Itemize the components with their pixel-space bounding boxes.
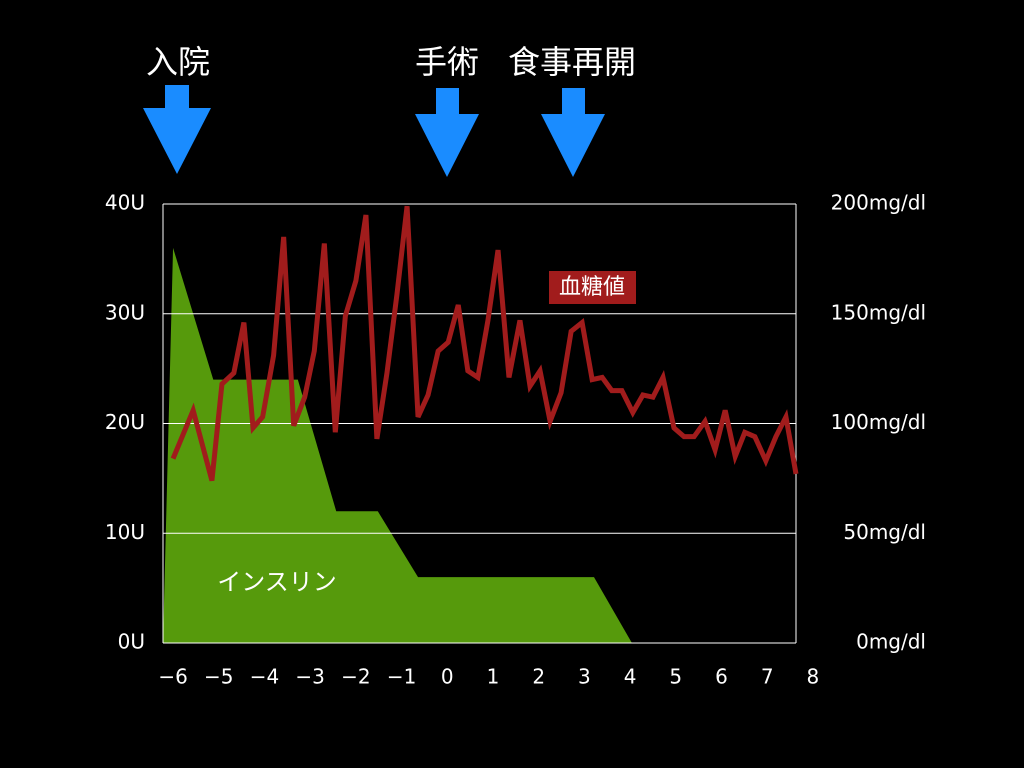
line <box>170 205 799 482</box>
arrow <box>541 88 605 177</box>
x-tick-label: −4 <box>250 665 279 689</box>
x-tick-label: −5 <box>204 665 233 689</box>
series-label: インスリン <box>217 568 337 596</box>
y2-tick-label: 150mg/dl <box>831 300 926 324</box>
y-tick-label: 40U <box>105 191 145 215</box>
x-tick-label: 0 <box>441 665 454 689</box>
y2-tick-label: 100mg/dl <box>831 410 926 434</box>
x-tick-label: 4 <box>624 665 637 689</box>
y-tick-label: 20U <box>105 410 145 434</box>
y-tick-label: 10U <box>105 520 145 544</box>
label-box <box>549 271 636 304</box>
x-tick-label: 2 <box>532 665 545 689</box>
x-tick-label: 5 <box>669 665 682 689</box>
x-tick-label: 8 <box>807 665 820 689</box>
x-tick-label: 6 <box>715 665 728 689</box>
annotation: 入院 <box>146 43 210 81</box>
x-tick-label: 1 <box>487 665 500 689</box>
y-tick-label: 0U <box>118 630 145 654</box>
annotation: 食事再開 <box>508 43 636 81</box>
x-tick-label: −2 <box>341 665 370 689</box>
series-label: 血糖値 <box>559 275 625 300</box>
x-tick-label: 7 <box>761 665 774 689</box>
y-tick-label: 30U <box>105 300 145 324</box>
annotation: 手術 <box>415 43 479 81</box>
x-tick-label: −3 <box>295 665 324 689</box>
x-tick-label: −6 <box>158 665 187 689</box>
arrow <box>415 88 479 177</box>
y2-tick-label: 50mg/dl <box>843 520 926 544</box>
x-tick-label: −1 <box>387 665 416 689</box>
x-tick-label: 3 <box>578 665 591 689</box>
area <box>163 247 632 643</box>
y2-tick-label: 0mg/dl <box>856 630 926 654</box>
arrow <box>143 85 211 174</box>
y2-tick-label: 200mg/dl <box>831 191 926 215</box>
